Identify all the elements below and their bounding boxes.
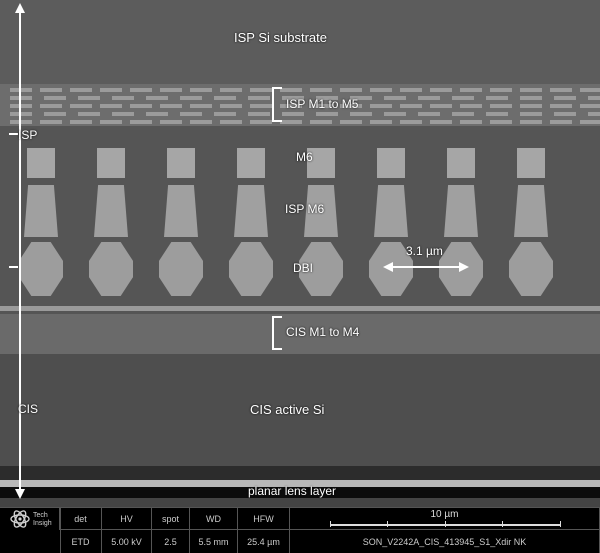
m6-pad [237,148,265,178]
m6-pad [377,148,405,178]
isp-m6-via [94,185,128,237]
isp-m6-via [164,185,198,237]
m6-pad [27,148,55,178]
bracket-cis-m1m4 [272,316,274,350]
hdr-hv: HV [102,508,152,530]
label-cis-m1m4: CIS M1 to M4 [286,325,359,339]
hdr-spot: spot [152,508,190,530]
val-hfw: 25.4 µm [238,530,290,553]
val-filename: SON_V2242A_CIS_413945_S1_Xdir NK [290,530,600,553]
label-isp-m6: ISP M6 [285,202,324,216]
label-pitch: 3.1 µm [406,244,443,258]
label-planar: planar lens layer [248,484,336,498]
m6-pad [97,148,125,178]
hdr-wd: WD [190,508,238,530]
label-dbi: DBI [293,261,313,275]
val-wd: 5.5 mm [190,530,238,553]
isp-m6-via [234,185,268,237]
m6-pad [447,148,475,178]
isp-m6-via [374,185,408,237]
isp-m6-via [444,185,478,237]
scale-label: 10 µm [315,509,575,520]
label-isp-side: ISP [18,128,37,142]
val-spot: 2.5 [152,530,190,553]
isp-m6-via [24,185,58,237]
label-m6: M6 [296,150,313,164]
sem-micrograph: ISP Si substrate ISP ISP M1 to M5 M6 ISP… [0,0,600,508]
scale-bar: 10 µm [315,510,575,528]
hdr-hfw: HFW [238,508,290,530]
val-hv: 5.00 kV [102,530,152,553]
scale-cell: 10 µm [290,508,600,530]
scale-tick [9,133,18,135]
cis-metal-line [0,306,600,311]
bracket-isp-m1m5 [272,87,274,122]
isp-m6-via [514,185,548,237]
m6-pad [167,148,195,178]
label-isp-m1m5: ISP M1 to M5 [286,97,358,111]
band-cis_dark [0,466,600,480]
scale-tick [9,266,18,268]
label-isp-substrate: ISP Si substrate [234,30,327,45]
val-det: ETD [60,530,102,553]
status-bar: Tech Insights det HV spot WD HFW 10 µm E… [0,507,600,553]
m6-pad [517,148,545,178]
hdr-det: det [60,508,102,530]
label-cis-active: CIS active Si [250,402,324,417]
label-cis-side: CIS [18,402,38,416]
